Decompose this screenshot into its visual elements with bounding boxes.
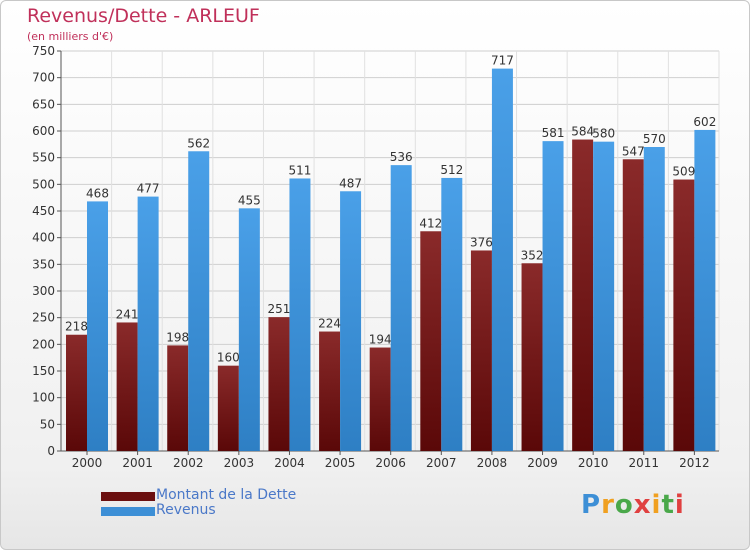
data-label: 509 (672, 165, 695, 179)
bar-revenus (441, 177, 463, 451)
chart-title: Revenus/Dette - ARLEUF (27, 5, 260, 27)
data-label: 584 (571, 125, 594, 139)
data-label: 352 (521, 248, 544, 262)
bar-revenus (491, 68, 513, 451)
x-tick-label: 2009 (527, 456, 558, 470)
legend-swatch-revenus (101, 507, 155, 516)
x-tick-label: 2005 (325, 456, 356, 470)
bar-revenus (390, 165, 412, 451)
bar-dette (116, 322, 138, 451)
x-tick-label: 2003 (224, 456, 255, 470)
bar-revenus (188, 151, 210, 451)
bar-dette (167, 345, 189, 451)
x-tick-label: 2002 (173, 456, 204, 470)
data-label: 241 (116, 307, 139, 321)
data-label: 536 (390, 150, 413, 164)
bar-revenus (643, 147, 665, 451)
bar-revenus (238, 208, 260, 451)
bar-dette (470, 250, 492, 451)
x-tick-label: 2012 (679, 456, 710, 470)
y-tick-label: 150 (32, 364, 55, 378)
data-label: 198 (166, 330, 189, 344)
y-tick-label: 650 (32, 97, 55, 111)
data-label: 218 (65, 320, 88, 334)
y-tick-label: 550 (32, 151, 55, 165)
y-tick-label: 600 (32, 124, 55, 138)
bar-revenus (340, 191, 362, 451)
y-tick-label: 450 (32, 204, 55, 218)
bar-revenus (289, 178, 311, 451)
data-label: 581 (542, 126, 565, 140)
data-label: 477 (137, 182, 160, 196)
x-tick-label: 2011 (628, 456, 659, 470)
bar-revenus (137, 196, 159, 451)
chart-subtitle: (en milliers d'€) (27, 30, 114, 43)
data-label: 602 (693, 115, 716, 129)
y-tick-label: 0 (47, 444, 55, 458)
x-tick-label: 2010 (578, 456, 609, 470)
data-label: 562 (187, 136, 210, 150)
proxiti-logo-icon: Proxiti (581, 490, 685, 520)
y-tick-label: 400 (32, 231, 55, 245)
x-tick-label: 2001 (122, 456, 153, 470)
y-tick-label: 500 (32, 177, 55, 191)
legend-swatch-dette (101, 492, 155, 501)
data-label: 160 (217, 351, 240, 365)
bar-dette (572, 139, 594, 452)
bar-dette (268, 317, 290, 451)
bar-dette (521, 263, 543, 451)
bar-dette (319, 331, 341, 451)
y-tick-label: 50 (40, 417, 55, 431)
x-tick-label: 2006 (375, 456, 406, 470)
bar-dette (420, 231, 442, 451)
data-label: 468 (86, 186, 109, 200)
y-tick-label: 700 (32, 71, 55, 85)
y-tick-label: 750 (32, 44, 55, 58)
bar-revenus (593, 141, 615, 451)
bar-dette (673, 179, 695, 452)
x-tick-label: 2000 (72, 456, 103, 470)
data-label: 570 (643, 132, 666, 146)
y-tick-label: 300 (32, 284, 55, 298)
data-label: 512 (440, 163, 463, 177)
bar-dette (66, 334, 87, 451)
data-label: 487 (339, 176, 362, 190)
data-label: 251 (268, 302, 291, 316)
data-label: 580 (592, 127, 615, 141)
legend-label-revenus: Revenus (156, 502, 216, 518)
y-tick-label: 200 (32, 337, 55, 351)
y-tick-label: 250 (32, 311, 55, 325)
bar-revenus (542, 141, 564, 451)
x-tick-label: 2008 (477, 456, 508, 470)
legend-label-dette: Montant de la Dette (156, 487, 297, 503)
x-tick-label: 2007 (426, 456, 457, 470)
x-tick-label: 2004 (274, 456, 305, 470)
data-label: 224 (318, 317, 341, 331)
bar-dette (369, 347, 391, 451)
bar-revenus (694, 129, 716, 451)
data-label: 717 (491, 54, 514, 68)
bar-dette (622, 159, 644, 451)
bar-revenus (87, 201, 108, 451)
data-label: 511 (289, 163, 312, 177)
data-label: 376 (470, 235, 493, 249)
data-label: 412 (419, 216, 442, 230)
y-tick-label: 100 (32, 391, 55, 405)
data-label: 547 (622, 144, 645, 158)
bar-dette (217, 365, 239, 451)
data-label: 455 (238, 193, 261, 207)
y-tick-label: 350 (32, 257, 55, 271)
data-label: 194 (369, 333, 392, 347)
